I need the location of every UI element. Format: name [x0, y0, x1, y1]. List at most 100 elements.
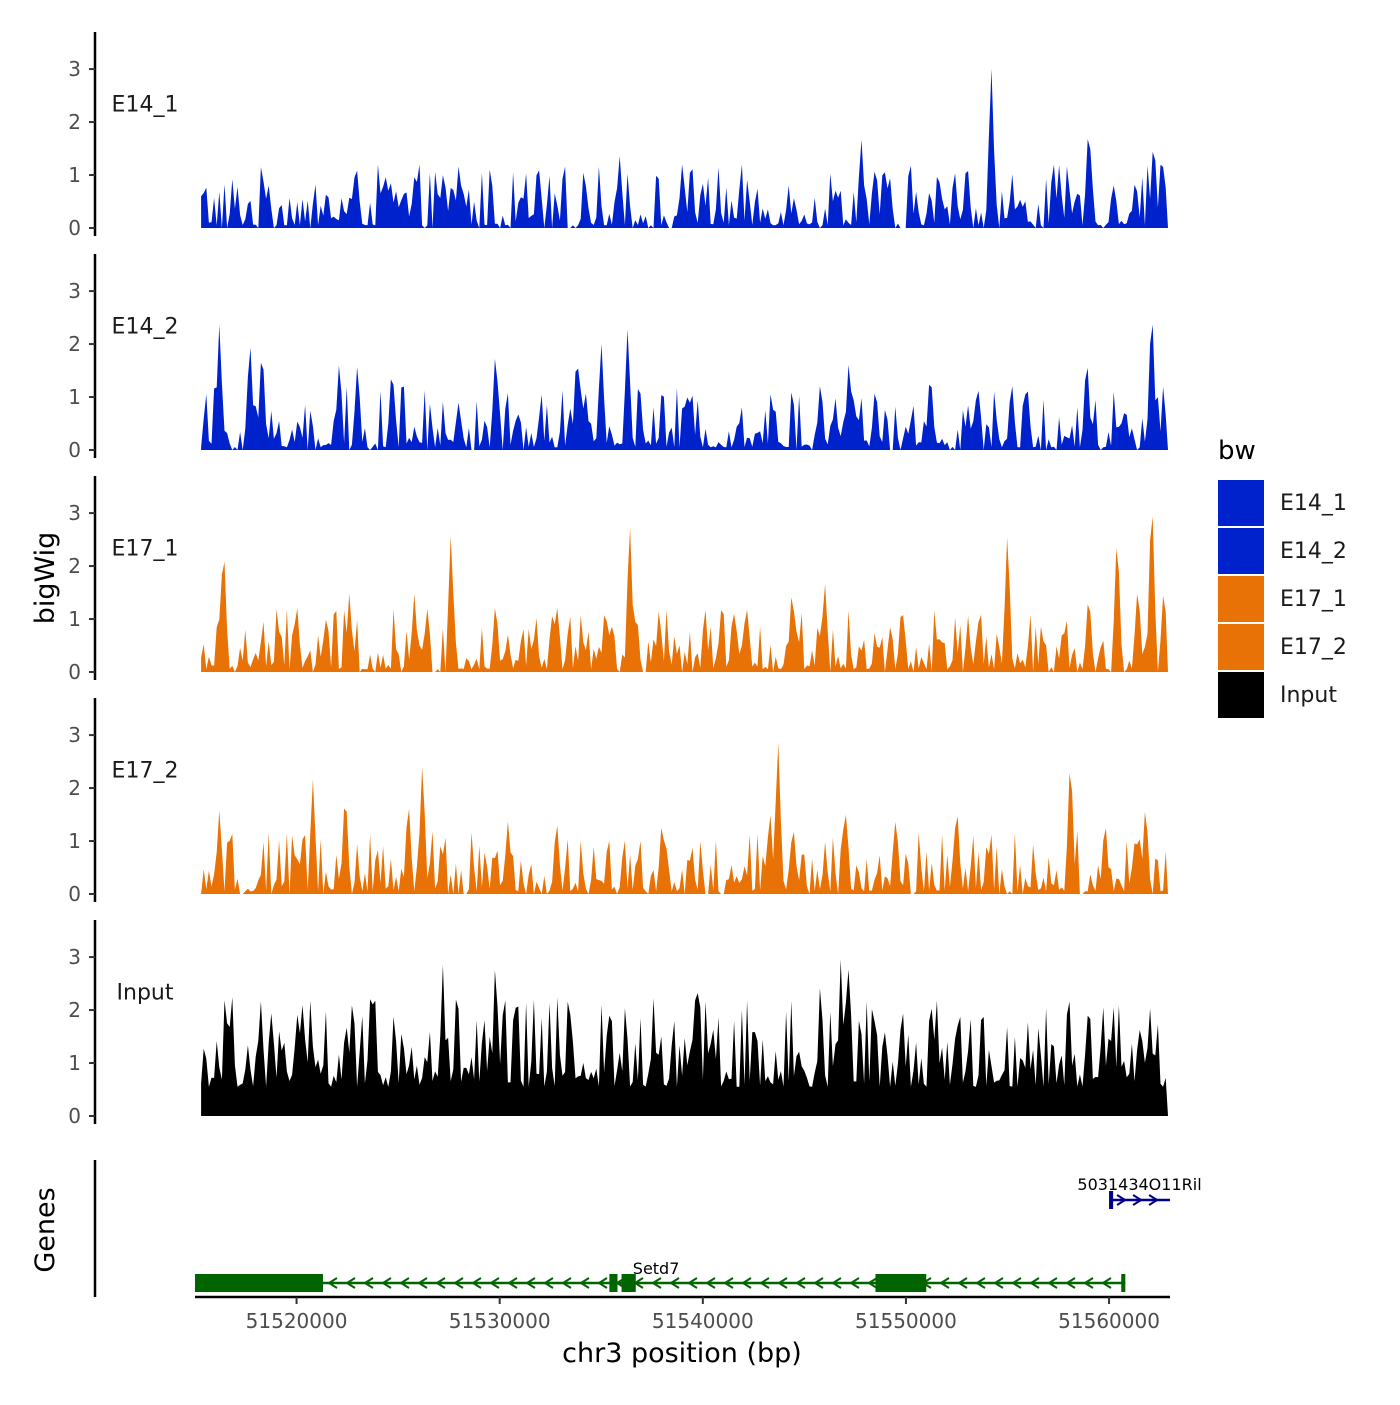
strand-arrow [489, 1277, 500, 1289]
signal-area-E14_1 [201, 68, 1169, 228]
signal-area-E17_1 [201, 516, 1169, 672]
gene-panel: Setd7 5031434O11Ril [93, 1160, 1202, 1297]
y-tick-label: 0 [68, 660, 81, 684]
strand-arrow [453, 1277, 464, 1289]
strand-arrow [939, 1277, 950, 1289]
legend: bw E14_1 E14_2 E17_1 E17_2 Input [1218, 436, 1347, 718]
strand-arrow [327, 1277, 338, 1289]
legend-swatch-E14_1 [1218, 480, 1264, 526]
strand-arrow [795, 1277, 806, 1289]
strand-arrow [1065, 1277, 1076, 1289]
x-axis: 51520000 51530000 51540000 51550000 51560000 [195, 1295, 1170, 1333]
strand-arrow [813, 1277, 824, 1289]
y-tick-label: 0 [68, 1104, 81, 1128]
strand-arrow [345, 1277, 356, 1289]
strand-arrow [1047, 1277, 1058, 1289]
y-tick-label: 3 [68, 501, 81, 525]
strand-arrow [1132, 1194, 1143, 1206]
y-tick-label: 2 [68, 554, 81, 578]
strand-arrow [705, 1277, 716, 1289]
y-tick-label: 2 [68, 998, 81, 1022]
legend-items: E14_1 E14_2 E17_1 E17_2 Input [1218, 480, 1347, 718]
legend-swatch-E17_2 [1218, 624, 1264, 670]
y-tick-label: 3 [68, 723, 81, 747]
strand-arrow [417, 1277, 428, 1289]
legend-label-E17_2: E17_2 [1280, 635, 1347, 660]
strand-arrow [543, 1277, 554, 1289]
gene-exon [609, 1274, 618, 1292]
track-label-E14_2: E14_2 [112, 314, 179, 339]
strand-arrow [1029, 1277, 1040, 1289]
y-tick-label: 3 [68, 279, 81, 303]
track-label-E17_1: E17_1 [112, 536, 179, 561]
y-tick-label: 2 [68, 776, 81, 800]
y-tick-label: 0 [68, 438, 81, 462]
strand-arrow [723, 1277, 734, 1289]
legend-title: bw [1218, 436, 1256, 466]
strand-arrow [525, 1277, 536, 1289]
strand-arrow [975, 1277, 986, 1289]
strand-arrow [597, 1277, 608, 1289]
track-label-Input: Input [117, 980, 174, 1005]
y-tick-label: 2 [68, 110, 81, 134]
y-tick-label: 1 [68, 1051, 81, 1075]
track-panel-E17_1: 0 1 2 3 E17_1 [68, 476, 1169, 684]
gene-exon [1109, 1191, 1114, 1209]
signal-tracks: 0 1 2 3 E14_1 0 1 2 3 E14_2 0 1 2 3 E17_1 0 1 2 3 E17_2 0 1 2 3… [68, 32, 1169, 1128]
strand-arrow [1011, 1277, 1022, 1289]
signal-area-Input [201, 959, 1169, 1116]
y-tick-label: 1 [68, 607, 81, 631]
strand-arrow [435, 1277, 446, 1289]
gene-exon [875, 1274, 927, 1292]
gene-Setd7: Setd7 [195, 1259, 1126, 1292]
legend-label-E14_1: E14_1 [1280, 491, 1347, 516]
strand-arrow [1083, 1277, 1094, 1289]
strand-arrow [363, 1277, 374, 1289]
gene-label-Setd7: Setd7 [633, 1259, 680, 1278]
strand-arrow [831, 1277, 842, 1289]
legend-swatch-E14_2 [1218, 528, 1264, 574]
y-axis-title: bigWig [30, 532, 61, 625]
gene-exon [1121, 1274, 1126, 1292]
signal-area-E17_2 [201, 742, 1169, 894]
y-tick-label: 3 [68, 945, 81, 969]
track-label-E14_1: E14_1 [112, 92, 179, 117]
strand-arrow [1148, 1194, 1159, 1206]
gene-exon [195, 1274, 323, 1292]
strand-arrow [741, 1277, 752, 1289]
legend-label-E14_2: E14_2 [1280, 539, 1347, 564]
y-tick-label: 1 [68, 385, 81, 409]
strand-arrow [777, 1277, 788, 1289]
strand-arrow [651, 1277, 662, 1289]
y-tick-label: 3 [68, 57, 81, 81]
strand-arrow [1116, 1194, 1127, 1206]
x-tick-label: 51540000 [652, 1309, 754, 1333]
y-tick-label: 0 [68, 882, 81, 906]
y-tick-label: 1 [68, 163, 81, 187]
gene-exon [621, 1274, 636, 1292]
strand-arrow [849, 1277, 860, 1289]
legend-swatch-Input [1218, 672, 1264, 718]
signal-area-E14_2 [201, 324, 1169, 450]
strand-arrow [381, 1277, 392, 1289]
strand-arrow [561, 1277, 572, 1289]
strand-arrow [669, 1277, 680, 1289]
strand-arrow [579, 1277, 590, 1289]
track-label-E17_2: E17_2 [112, 758, 179, 783]
x-tick-label: 51520000 [246, 1309, 348, 1333]
strand-arrow [867, 1277, 878, 1289]
strand-arrow [471, 1277, 482, 1289]
track-panel-E14_2: 0 1 2 3 E14_2 [68, 254, 1169, 462]
x-tick-label: 51560000 [1058, 1309, 1160, 1333]
strand-arrow [507, 1277, 518, 1289]
strand-arrow [759, 1277, 770, 1289]
strand-arrow [993, 1277, 1004, 1289]
legend-label-E17_1: E17_1 [1280, 587, 1347, 612]
y-tick-label: 1 [68, 829, 81, 853]
y-tick-label: 0 [68, 216, 81, 240]
strand-arrow [687, 1277, 698, 1289]
x-tick-label: 51550000 [855, 1309, 957, 1333]
gene-label-5031434O11Ril: 5031434O11Ril [1077, 1175, 1201, 1194]
